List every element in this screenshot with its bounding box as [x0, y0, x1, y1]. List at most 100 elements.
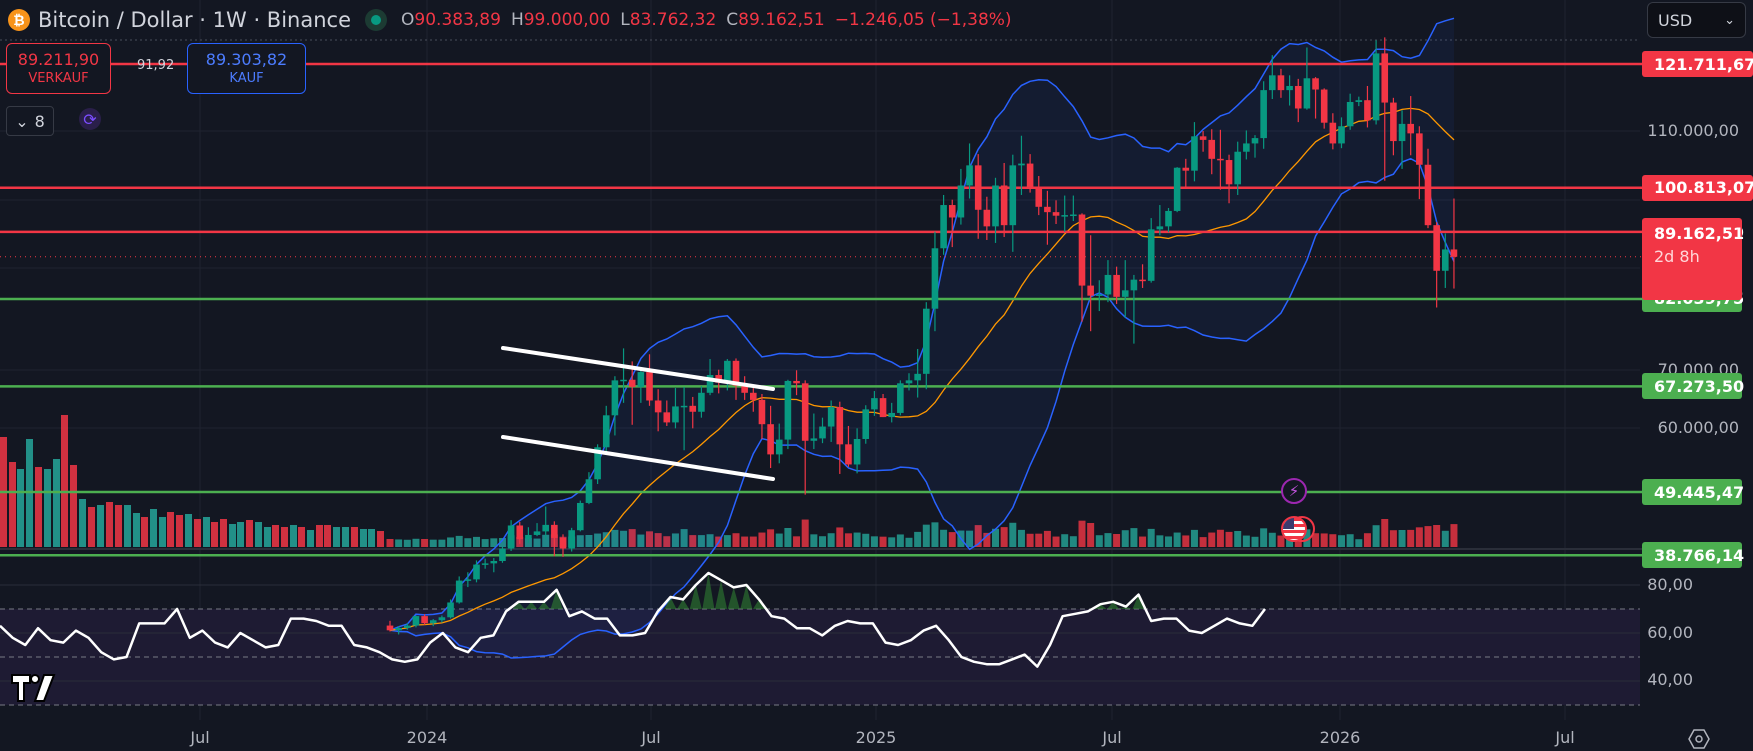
currency-select[interactable]: USD ⌄	[1647, 2, 1746, 38]
volume-bar	[663, 536, 671, 547]
volume-bar	[1234, 531, 1242, 547]
candle-body	[1078, 214, 1086, 286]
candle-body	[750, 392, 757, 400]
candle-body	[1269, 75, 1276, 91]
bollinger-lower	[389, 157, 1455, 659]
candle-body	[637, 372, 645, 387]
volume-bar	[1251, 536, 1259, 547]
volume-bar	[801, 519, 809, 547]
sync-icon[interactable]: ⟳	[79, 108, 101, 130]
candle-body	[1104, 274, 1112, 295]
volume-bar	[298, 527, 305, 547]
volume-bar	[1415, 527, 1423, 547]
volume-bar	[974, 525, 982, 547]
level-price-tag[interactable]: 49.445,47	[1642, 479, 1744, 506]
candle-body	[1251, 138, 1259, 144]
volume-bar	[1381, 519, 1389, 547]
candle-body	[1199, 136, 1207, 140]
volume-bar	[888, 537, 896, 547]
volume-bar	[585, 535, 593, 547]
candle-body	[1156, 226, 1164, 230]
lightning-icon[interactable]: ⚡	[1281, 478, 1307, 504]
volume-bar	[983, 532, 991, 547]
volume-bar	[827, 533, 835, 547]
candle-body	[1000, 185, 1008, 226]
buy-button[interactable]: 89.303,82 KAUF	[187, 43, 306, 94]
indicators-collapse-button[interactable]: ⌄ 8	[6, 106, 54, 136]
us-flag-icon[interactable]	[1281, 516, 1307, 542]
price-axis-label: 60.000,00	[1657, 418, 1739, 437]
volume-bar	[654, 533, 662, 547]
volume-bar	[498, 538, 506, 547]
volume-bar	[35, 467, 42, 547]
candle-body	[741, 385, 748, 393]
level-price-tag[interactable]: 67.273,50	[1642, 373, 1744, 400]
volume-bar	[1424, 526, 1432, 547]
volume-bar	[602, 532, 610, 547]
volume-bar	[1372, 525, 1380, 547]
candle-body	[957, 185, 965, 218]
bitcoin-icon: ₿	[8, 9, 30, 31]
level-price-tag[interactable]: 38.766,14	[1642, 542, 1744, 569]
candle-body	[654, 400, 662, 413]
volume-bar	[473, 536, 480, 547]
candle-body	[447, 602, 454, 618]
volume-bar	[490, 538, 498, 547]
candle-body	[1173, 167, 1181, 211]
candle-body	[784, 380, 792, 440]
volume-bar	[966, 530, 974, 547]
volume-bar	[307, 530, 314, 547]
settings-icon[interactable]	[1688, 728, 1710, 750]
volume-bar	[1078, 520, 1086, 547]
candle-body	[1096, 294, 1103, 296]
volume-bar	[1441, 530, 1449, 547]
volume-bar	[368, 529, 375, 547]
candle-body	[602, 415, 610, 448]
candle-body	[672, 406, 679, 423]
candle-body	[1442, 249, 1449, 271]
price-axis-label: 110.000,00	[1647, 121, 1739, 140]
volume-bar	[88, 507, 95, 547]
bollinger-basis	[389, 107, 1455, 631]
symbol-title[interactable]: Bitcoin / Dollar · 1W · Binance	[38, 8, 352, 32]
volume-bar	[879, 536, 887, 547]
volume-bar	[124, 505, 131, 547]
volume-bar	[1225, 531, 1233, 547]
candle-body	[931, 248, 939, 309]
volume-bar	[896, 534, 904, 547]
time-axis-label: 2024	[406, 728, 448, 747]
time-axis-label: Jul	[641, 728, 661, 747]
level-price-tag[interactable]: 121.711,67	[1642, 51, 1753, 77]
volume-bar	[1043, 530, 1051, 547]
candle-body	[1407, 123, 1414, 134]
candle-body	[412, 616, 420, 626]
candle-body	[1243, 143, 1250, 152]
volume-bar	[185, 514, 192, 547]
volume-bar	[1026, 533, 1034, 547]
volume-bar	[697, 535, 705, 547]
trendline-lower	[501, 435, 775, 481]
volume-bar	[905, 537, 913, 547]
candle-body	[1320, 89, 1328, 123]
volume-bar	[819, 536, 826, 547]
candle-body	[559, 537, 567, 549]
volume-bar	[360, 529, 367, 547]
candle-body	[507, 525, 515, 549]
candle-body	[1294, 85, 1302, 109]
candle-body	[827, 407, 835, 427]
volume-bar	[1355, 539, 1363, 547]
candle-body	[1087, 285, 1094, 296]
volume-bar	[542, 534, 550, 547]
sell-button[interactable]: 89.211,90 VERKAUF	[6, 43, 111, 94]
volume-bar	[386, 539, 394, 547]
volume-bar	[810, 534, 818, 547]
candle-body	[853, 438, 861, 465]
level-price-tag[interactable]: 100.813,07	[1642, 174, 1753, 201]
open-value: 90.383,89	[414, 10, 501, 30]
rsi-axis-label: 40,00	[1647, 670, 1693, 689]
volume-bar	[680, 529, 688, 547]
high-value: 99.000,00	[523, 10, 611, 30]
candle-body	[1121, 290, 1129, 297]
volume-bar	[784, 528, 792, 547]
